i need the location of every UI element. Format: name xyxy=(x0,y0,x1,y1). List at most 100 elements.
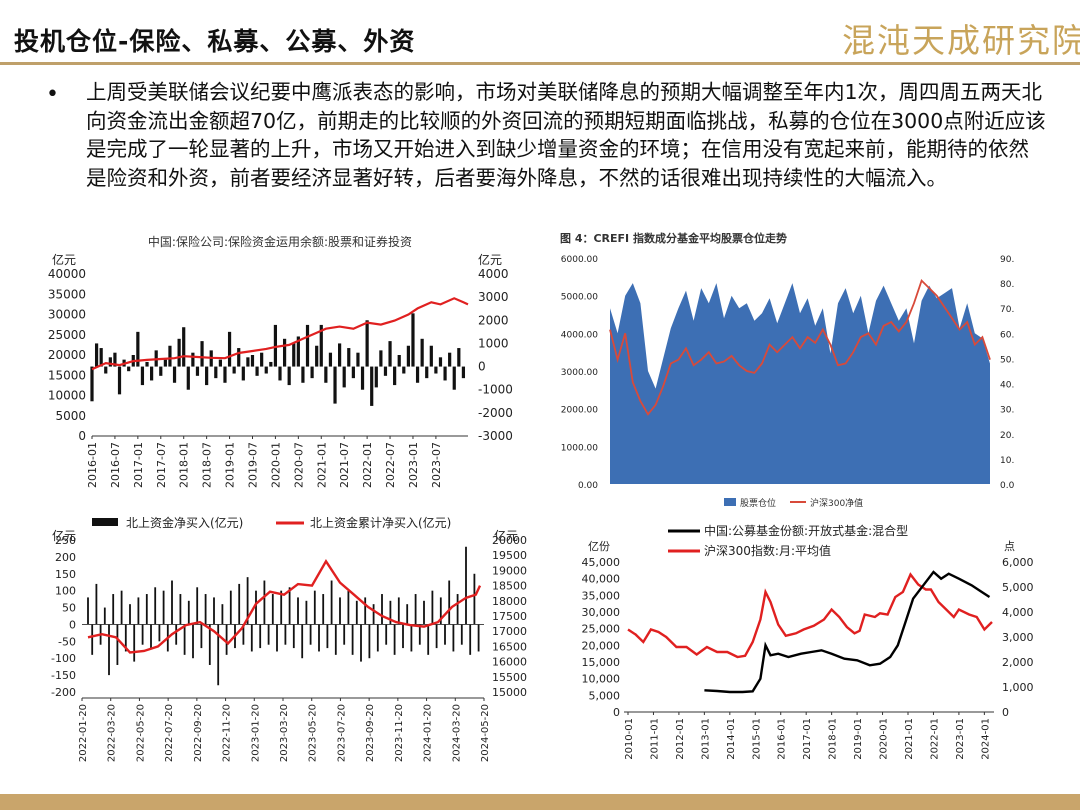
net-change-bar xyxy=(250,355,255,367)
x-tick: 2023-01 xyxy=(955,718,966,760)
y-right-tick: 1,000 xyxy=(1002,681,1034,694)
y-right-tick: 1000 xyxy=(478,336,509,350)
y-left-tick: 0 xyxy=(613,706,620,719)
y-right-tick: 15000 xyxy=(492,686,527,699)
net-buy-bar xyxy=(343,624,346,645)
legend-label-nav: 沪深300净值 xyxy=(810,497,863,509)
net-change-bar xyxy=(342,366,346,388)
y-right-tick: 15500 xyxy=(492,671,527,684)
y-left-tick: 0 xyxy=(78,429,86,443)
x-tick: 2015-01 xyxy=(751,718,762,760)
net-buy-bar xyxy=(389,600,392,625)
net-change-bar xyxy=(145,361,149,367)
net-change-bar xyxy=(227,331,232,367)
net-change-bar xyxy=(195,366,200,376)
x-tick: 2016-07 xyxy=(109,442,122,488)
x-tick: 2011-01 xyxy=(649,718,660,760)
net-change-bar xyxy=(347,348,351,367)
y-left-tick: 1000.00 xyxy=(561,443,598,453)
net-change-bar xyxy=(127,366,131,372)
x-tick: 2023-05-20 xyxy=(308,704,319,762)
net-buy-bar xyxy=(460,624,463,645)
y-left-tick: 20,000 xyxy=(582,639,621,652)
net-buy-bar xyxy=(473,573,476,625)
net-change-bar xyxy=(150,366,154,381)
net-buy-bar xyxy=(87,597,89,625)
net-change-bar xyxy=(315,345,319,367)
legend-label-fund: 中国:公募基金份额:开放式基金:混合型 xyxy=(704,523,908,538)
net-buy-bar xyxy=(334,624,337,655)
net-change-bar xyxy=(273,324,278,367)
y-right-tick: 0 xyxy=(1002,706,1009,719)
x-tick: 2024-05-20 xyxy=(480,704,491,762)
net-change-bar xyxy=(200,341,204,367)
net-buy-bar xyxy=(229,590,232,625)
net-buy-bar xyxy=(171,580,173,625)
net-change-bar xyxy=(278,366,282,381)
x-tick: 2023-09-20 xyxy=(365,704,376,762)
net-change-bar xyxy=(425,366,429,379)
net-buy-bar xyxy=(255,590,257,625)
net-buy-bar xyxy=(267,624,270,645)
x-tick: 2024-01-20 xyxy=(423,704,434,762)
net-change-bar xyxy=(205,366,209,386)
net-change-bar xyxy=(287,366,291,386)
net-buy-bar xyxy=(217,624,220,686)
x-tick: 2023-07 xyxy=(430,442,443,488)
net-change-bar xyxy=(393,366,397,386)
net-change-bar xyxy=(232,366,236,374)
net-buy-bar xyxy=(355,600,358,625)
y-right-tick: 5,000 xyxy=(1002,581,1034,594)
net-change-bar xyxy=(411,313,415,367)
net-buy-bar xyxy=(318,624,320,652)
net-change-bar xyxy=(136,331,140,367)
page-title: 投机仓位-保险、私募、公募、外资 xyxy=(14,27,416,56)
y-left-tick: 0.00 xyxy=(578,481,598,491)
x-tick: 2022-09-20 xyxy=(193,704,204,762)
net-change-bar xyxy=(246,357,250,367)
net-buy-bar xyxy=(423,600,425,625)
y-right-tick: 70.00% xyxy=(1000,305,1014,315)
net-change-bar xyxy=(237,348,241,367)
y-left-tick: 50 xyxy=(62,602,76,615)
net-buy-bar xyxy=(385,624,388,645)
csi300-line xyxy=(627,572,993,659)
net-buy-bar xyxy=(439,597,442,625)
y-left-tick: 25000 xyxy=(48,328,86,342)
net-buy-bar xyxy=(276,624,278,652)
net-change-bar xyxy=(117,366,122,395)
csi300-nav-line xyxy=(609,278,991,416)
y-right-tick: 20.00% xyxy=(1000,431,1014,441)
net-change-bar xyxy=(218,359,222,367)
x-tick: 2016-01 xyxy=(86,442,99,488)
net-change-bar xyxy=(448,352,452,367)
net-buy-bar xyxy=(242,624,245,645)
x-tick: 2017-01 xyxy=(132,442,145,488)
y-left-tick: 150 xyxy=(55,568,76,581)
y-right-tick: 17000 xyxy=(492,625,527,638)
net-change-bar xyxy=(269,361,273,367)
y-right-tick: 19000 xyxy=(492,564,527,577)
x-tick: 2019-01 xyxy=(224,442,237,488)
net-buy-bar xyxy=(469,624,472,655)
net-change-bar xyxy=(328,352,333,367)
net-change-bar xyxy=(415,366,420,383)
net-change-bar xyxy=(282,338,287,367)
net-buy-bar xyxy=(141,624,144,645)
net-change-bar xyxy=(163,359,167,367)
net-buy-bar xyxy=(158,624,161,642)
net-buy-bar xyxy=(372,604,375,625)
net-buy-bar xyxy=(225,624,228,655)
net-buy-bar xyxy=(137,597,140,625)
x-tick: 2018-01 xyxy=(178,442,191,488)
y-right-tick: 60.00% xyxy=(1000,330,1014,340)
y-right-unit: 亿元 xyxy=(478,252,502,267)
legend-label-position: 股票仓位 xyxy=(740,497,776,509)
y-left-tick: -100 xyxy=(51,652,76,665)
x-tick: 2022-03-20 xyxy=(107,704,118,762)
y-right-tick: 3000 xyxy=(478,290,509,304)
net-buy-bar xyxy=(465,546,467,625)
x-tick: 2018-01 xyxy=(828,718,839,760)
net-buy-bar xyxy=(456,594,459,625)
net-change-bar xyxy=(319,324,323,367)
